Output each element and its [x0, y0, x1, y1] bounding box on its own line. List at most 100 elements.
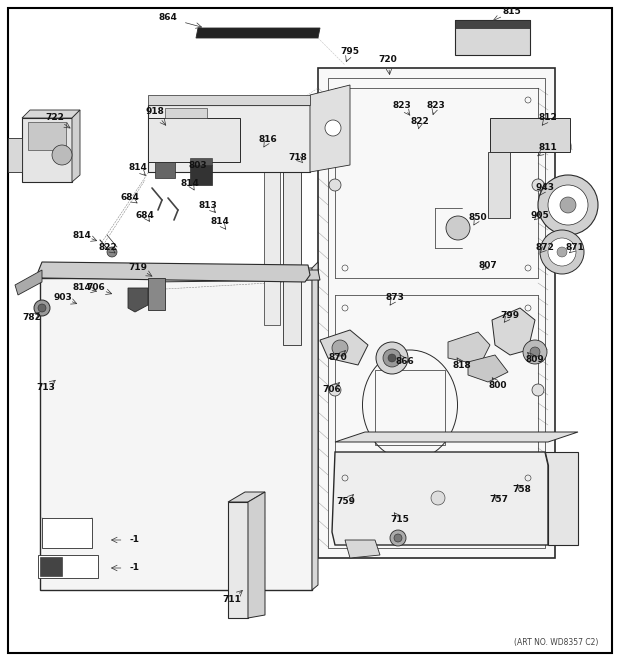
Circle shape	[376, 342, 408, 374]
Text: 822: 822	[99, 243, 117, 253]
Polygon shape	[312, 262, 318, 590]
Polygon shape	[38, 262, 310, 282]
Text: 815: 815	[503, 7, 521, 17]
Polygon shape	[490, 118, 570, 152]
Text: 718: 718	[288, 153, 308, 163]
Bar	[28, 122, 66, 150]
Circle shape	[560, 197, 576, 213]
Text: 873: 873	[386, 293, 404, 303]
Text: 866: 866	[396, 358, 414, 366]
Polygon shape	[190, 158, 212, 165]
Polygon shape	[468, 355, 508, 382]
Polygon shape	[455, 20, 530, 55]
Circle shape	[557, 247, 567, 257]
Text: 706: 706	[87, 284, 105, 293]
Circle shape	[532, 384, 544, 396]
Text: 814: 814	[73, 284, 91, 293]
Bar	[264, 165, 280, 325]
Text: 864: 864	[159, 13, 177, 22]
Text: 814: 814	[128, 163, 148, 173]
Polygon shape	[128, 288, 148, 312]
Polygon shape	[228, 502, 248, 618]
Circle shape	[388, 354, 396, 362]
Text: 706: 706	[322, 385, 342, 395]
Polygon shape	[38, 555, 98, 578]
Polygon shape	[492, 308, 535, 355]
Text: 816: 816	[259, 136, 277, 145]
Text: 812: 812	[539, 114, 557, 122]
Polygon shape	[72, 110, 80, 182]
Text: 903: 903	[53, 293, 73, 303]
Text: -1: -1	[129, 535, 139, 545]
Text: 814: 814	[211, 217, 229, 227]
Polygon shape	[155, 162, 175, 178]
Circle shape	[548, 185, 588, 225]
Text: 684: 684	[120, 194, 140, 202]
Circle shape	[523, 340, 547, 364]
Text: eReplacementParts.com: eReplacementParts.com	[206, 323, 414, 338]
Circle shape	[446, 216, 470, 240]
Text: 711: 711	[223, 596, 241, 605]
Polygon shape	[335, 432, 578, 442]
Polygon shape	[332, 452, 548, 545]
Circle shape	[107, 247, 117, 257]
Text: 684: 684	[136, 210, 154, 219]
Text: 814: 814	[180, 178, 200, 188]
Polygon shape	[248, 492, 265, 618]
Polygon shape	[148, 105, 310, 172]
Circle shape	[548, 238, 576, 266]
Text: 850: 850	[469, 214, 487, 223]
Text: 758: 758	[513, 485, 531, 494]
Circle shape	[390, 530, 406, 546]
Circle shape	[530, 347, 540, 357]
Polygon shape	[15, 270, 42, 295]
Text: 813: 813	[198, 200, 218, 210]
Bar	[165, 108, 207, 118]
Text: 722: 722	[45, 114, 64, 122]
Text: 905: 905	[531, 210, 549, 219]
Circle shape	[540, 230, 584, 274]
Polygon shape	[320, 330, 368, 365]
Polygon shape	[228, 492, 265, 502]
Polygon shape	[545, 452, 578, 545]
Polygon shape	[42, 518, 92, 548]
Circle shape	[52, 145, 72, 165]
Circle shape	[329, 384, 341, 396]
Bar	[375, 370, 445, 445]
Text: 870: 870	[329, 354, 347, 362]
Text: 757: 757	[490, 496, 508, 504]
Polygon shape	[40, 268, 315, 278]
Text: 807: 807	[479, 260, 497, 270]
Polygon shape	[488, 152, 510, 218]
Polygon shape	[8, 138, 22, 172]
Text: 872: 872	[536, 243, 554, 253]
Text: 795: 795	[340, 48, 360, 56]
Text: 800: 800	[489, 381, 507, 389]
Text: 811: 811	[539, 143, 557, 153]
Text: 818: 818	[453, 360, 471, 369]
Polygon shape	[22, 118, 72, 182]
Polygon shape	[148, 270, 320, 282]
Polygon shape	[148, 118, 240, 162]
Text: -1: -1	[129, 563, 139, 572]
Text: 823: 823	[427, 100, 445, 110]
Polygon shape	[148, 278, 165, 310]
Text: 871: 871	[565, 243, 585, 253]
Polygon shape	[318, 68, 555, 558]
Text: 918: 918	[146, 108, 164, 116]
Circle shape	[34, 300, 50, 316]
Text: 803: 803	[188, 161, 207, 169]
Circle shape	[383, 349, 401, 367]
Circle shape	[332, 340, 348, 356]
Polygon shape	[196, 28, 320, 38]
Polygon shape	[448, 332, 490, 365]
Text: 814: 814	[73, 231, 91, 239]
Circle shape	[325, 120, 341, 136]
Polygon shape	[148, 95, 310, 105]
Circle shape	[532, 179, 544, 191]
Circle shape	[538, 175, 598, 235]
Text: 822: 822	[410, 118, 430, 126]
Polygon shape	[22, 110, 80, 118]
Text: 719: 719	[128, 264, 148, 272]
Text: 715: 715	[391, 516, 409, 524]
